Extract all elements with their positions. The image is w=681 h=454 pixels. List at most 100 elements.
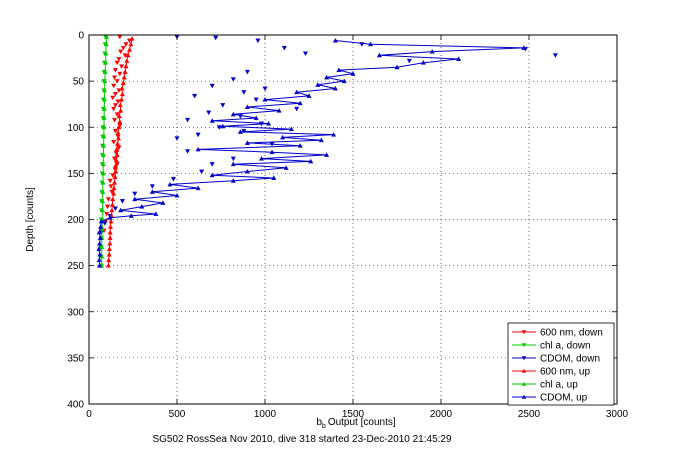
- data-point: [114, 146, 120, 152]
- data-point: [456, 56, 462, 61]
- data-point: [206, 110, 212, 116]
- data-point: [120, 45, 126, 51]
- data-point: [119, 91, 125, 97]
- data-point: [220, 103, 226, 108]
- data-point: [112, 92, 118, 97]
- data-point: [97, 251, 103, 257]
- series-0: [101, 34, 133, 234]
- data-point: [107, 235, 113, 240]
- data-point: [195, 185, 201, 191]
- data-point: [112, 163, 118, 168]
- data-point: [149, 189, 155, 194]
- data-point: [230, 178, 236, 183]
- data-point: [132, 196, 138, 202]
- data-point: [107, 215, 113, 220]
- legend-label: chl a, down: [540, 341, 591, 352]
- data-point: [331, 132, 337, 137]
- data-point: [174, 192, 180, 198]
- data-point: [101, 115, 107, 120]
- data-point: [104, 204, 111, 210]
- data-point: [185, 117, 191, 123]
- data-point: [288, 126, 294, 132]
- data-point: [209, 83, 215, 89]
- data-point: [117, 71, 123, 77]
- data-point: [230, 77, 236, 82]
- data-point: [116, 135, 122, 141]
- data-point: [244, 104, 250, 109]
- data-point: [119, 85, 125, 91]
- data-point: [105, 197, 111, 202]
- data-point: [324, 74, 330, 80]
- data-point: [114, 60, 120, 66]
- data-point: [174, 136, 180, 141]
- legend-label: chl a, up: [540, 380, 578, 391]
- data-point: [420, 60, 426, 65]
- x-tick-label: 1000: [254, 409, 277, 420]
- data-point: [153, 211, 159, 216]
- x-tick-label: 3000: [606, 409, 629, 420]
- data-point: [102, 221, 108, 226]
- data-point: [101, 143, 107, 148]
- data-point: [368, 41, 374, 47]
- data-point: [109, 202, 115, 207]
- data-point: [107, 240, 113, 246]
- x-axis-label: bb Output [counts]: [316, 417, 396, 430]
- data-point: [104, 34, 110, 39]
- data-point: [100, 170, 106, 176]
- y-tick-label: 50: [73, 77, 85, 88]
- y-tick-label: 150: [67, 169, 84, 180]
- legend-marker: [521, 330, 527, 335]
- data-point: [230, 111, 236, 117]
- data-point: [429, 48, 435, 54]
- data-point: [552, 53, 558, 58]
- data-point: [149, 184, 155, 189]
- data-point: [102, 87, 108, 93]
- data-point: [111, 75, 118, 81]
- data-point: [185, 149, 191, 154]
- data-point: [101, 106, 107, 111]
- y-tick-label: 100: [67, 123, 84, 134]
- data-point: [123, 42, 129, 47]
- data-point: [116, 57, 122, 62]
- data-point: [315, 82, 321, 87]
- y-tick-label: 250: [67, 261, 84, 272]
- x-axis-label-symbol: b: [316, 417, 322, 428]
- data-point: [106, 246, 112, 251]
- data-point: [114, 79, 120, 84]
- data-point: [230, 156, 236, 162]
- data-point: [101, 133, 107, 139]
- data-point: [120, 80, 126, 85]
- data-point: [253, 97, 259, 103]
- data-point: [276, 108, 282, 113]
- data-point: [255, 38, 261, 44]
- x-axis-label-subscript: b: [322, 423, 326, 430]
- data-point: [302, 51, 309, 57]
- data-point: [114, 141, 121, 146]
- y-tick-label: 0: [78, 31, 84, 42]
- data-point: [96, 229, 102, 235]
- data-point: [107, 229, 113, 235]
- data-point: [230, 161, 236, 167]
- data-point: [308, 158, 314, 164]
- data-point: [108, 218, 114, 224]
- data-point: [297, 100, 303, 106]
- data-point: [118, 49, 124, 55]
- data-point: [192, 93, 198, 99]
- data-point: [262, 86, 268, 92]
- data-point: [115, 130, 121, 135]
- data-point: [111, 191, 117, 196]
- data-point: [126, 47, 133, 52]
- data-point: [107, 178, 113, 184]
- data-point: [297, 143, 303, 148]
- legend-label: CDOM, down: [540, 354, 600, 365]
- legend-marker: [521, 343, 527, 348]
- data-point: [103, 50, 109, 56]
- data-point: [111, 156, 118, 162]
- axis-ticks: 0 500 1000 1500 2000 2500 3000 0 50 100 150 200 250 3…: [67, 31, 628, 421]
- x-axis-label-text: Output [counts]: [328, 417, 396, 428]
- data-point: [117, 119, 123, 124]
- data-point: [280, 134, 286, 140]
- data-point: [119, 96, 125, 102]
- y-tick-label: 400: [67, 400, 84, 411]
